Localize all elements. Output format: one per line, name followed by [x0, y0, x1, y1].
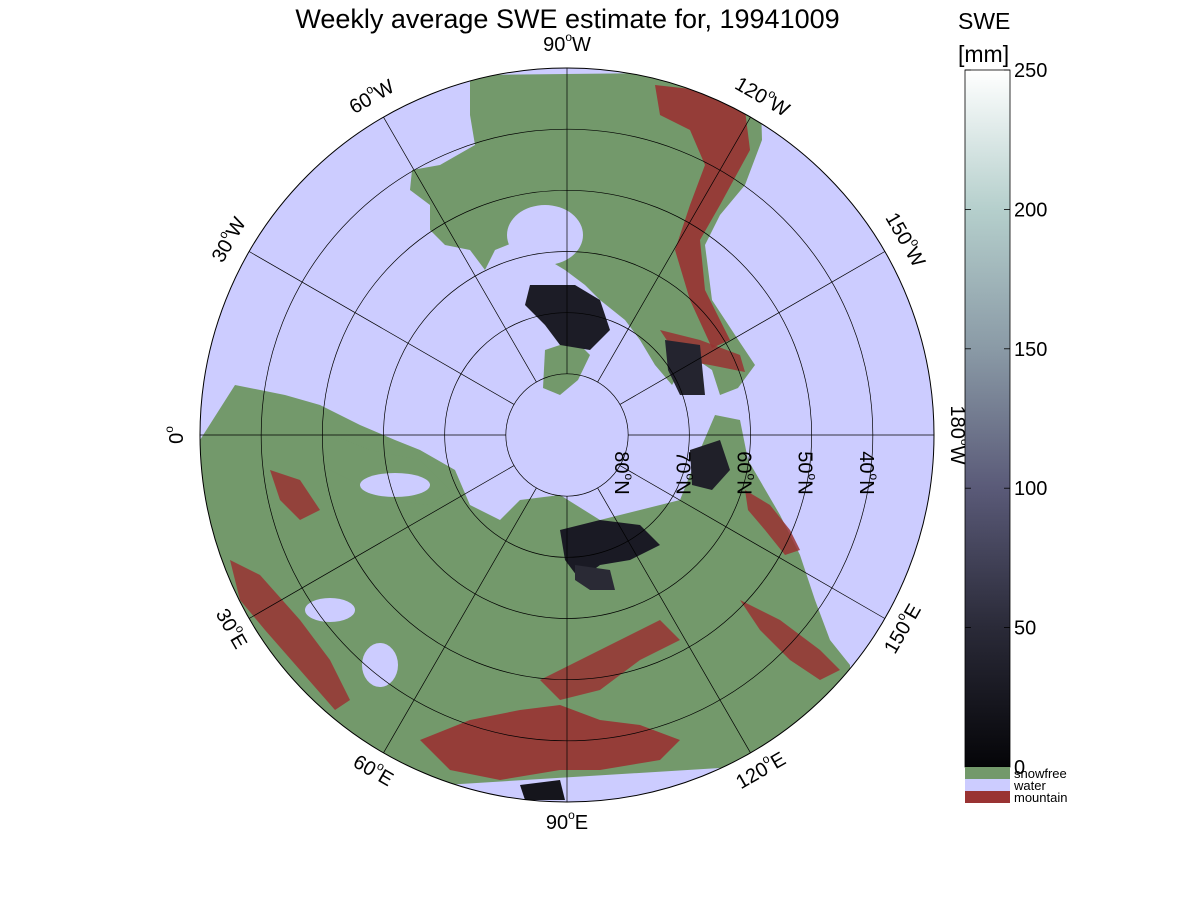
legend-swatch-water	[965, 779, 1010, 791]
meridian-line	[383, 487, 537, 754]
latitude-label: 50oN	[793, 451, 819, 494]
colorbar-tick-label: 100	[1014, 478, 1047, 500]
mountain-eastern-asia	[740, 600, 840, 680]
longitude-label: 60oW	[344, 72, 399, 119]
landmass-eurasia	[200, 385, 850, 800]
inland-sea-black	[305, 598, 355, 622]
longitude-label: 90oW	[543, 30, 591, 56]
latitude-label: 70oN	[671, 451, 697, 494]
hudson-bay	[507, 205, 583, 265]
latitude-label: 60oN	[732, 451, 758, 494]
meridian-line	[619, 465, 886, 619]
colorbar-tick-label: 250	[1014, 60, 1047, 82]
mountain-alaska	[660, 330, 745, 372]
legend-label-snowfree: snowfree	[1014, 766, 1067, 781]
longitude-label: 90oE	[546, 808, 588, 834]
snow-siberia	[560, 520, 660, 580]
mountain-europe	[230, 560, 350, 710]
meridian-line	[597, 116, 751, 383]
legend-swatch-mountain	[965, 791, 1010, 803]
snow-arctic-islands	[525, 285, 610, 350]
snow-siberia-2	[575, 565, 615, 590]
mountain-scandinavia	[270, 470, 320, 520]
snow-alaska	[665, 340, 705, 395]
colorbar-title-line2: [mm]	[958, 41, 1010, 67]
graticule	[200, 68, 934, 802]
colorbar-tick-label: 200	[1014, 199, 1047, 221]
longitude-label: 30oW	[204, 212, 251, 267]
colorbar-tick-label: 150	[1014, 339, 1047, 361]
colorbar-tick-label: 50	[1014, 618, 1036, 640]
colorbar-title: SWE [mm]	[958, 5, 1010, 71]
meridian-line	[248, 251, 515, 405]
landmass-north-america	[410, 72, 762, 395]
meridian-line	[619, 251, 886, 405]
mountain-himalaya	[420, 705, 680, 780]
legend-label-water: water	[1013, 778, 1046, 793]
inland-sea-caspian	[362, 643, 398, 687]
longitude-label: 0o	[162, 426, 188, 444]
meridian-line	[597, 487, 751, 754]
snow-east-siberia	[690, 440, 730, 490]
map-title: Weekly average SWE estimate for, 1994100…	[295, 4, 840, 34]
latitude-label: 40oN	[855, 451, 881, 494]
landmass-greenland	[543, 340, 590, 395]
land-layer	[200, 72, 850, 800]
colorbar-gradient	[964, 69, 1011, 768]
latitude-labels: 80oN 70oN 60oN 50oN 40oN	[610, 451, 881, 494]
mountain-central-asia	[540, 620, 680, 700]
meridian-line	[248, 465, 515, 619]
map-boundary	[199, 67, 935, 803]
colorbar-title-line1: SWE	[958, 8, 1011, 34]
meridian-line	[383, 116, 537, 383]
latitude-label: 80oN	[610, 451, 636, 494]
legend-label-mountain: mountain	[1014, 790, 1067, 805]
mountain-siberia-east	[745, 490, 800, 555]
snow-tibet	[520, 780, 565, 800]
mountain-rockies	[655, 85, 750, 348]
colorbar-tick-label: 0	[1014, 757, 1025, 779]
longitude-label: 180oW	[946, 406, 972, 465]
inland-sea-baltic	[360, 473, 430, 497]
legend-swatch-snowfree	[965, 767, 1010, 779]
